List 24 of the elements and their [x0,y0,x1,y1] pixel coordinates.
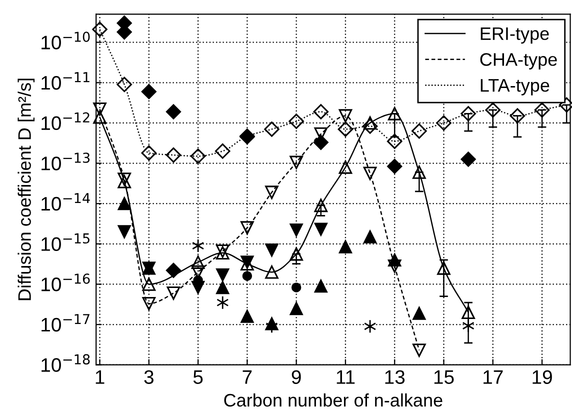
x-tick-label: 3 [144,370,154,384]
y-tick-label: 10$^{−11}$ [42,72,90,90]
legend-label: LTA-type [480,79,550,96]
y-tick-label: 10$^{−12}$ [42,112,90,130]
y-axis-title: Diffusion coefficient D [m²/s] [18,78,35,300]
y-tick-label: 10$^{−14}$ [42,193,90,211]
x-tick-label: 19 [532,370,552,384]
y-tick-label: 10$^{−13}$ [42,152,90,170]
legend-label: ERI-type [480,27,549,44]
x-tick-label: 15 [434,370,454,384]
x-axis-title: Carbon number of n-alkane [224,393,442,407]
x-tick-label: 13 [385,370,405,384]
x-tick-label: 5 [193,370,203,384]
y-tick-label: 10$^{−18}$ [42,354,90,372]
y-tick-label: 10$^{−17}$ [42,314,90,332]
legend-label: CHA-type [480,53,557,70]
y-tick-label: 10$^{−10}$ [42,32,90,50]
x-tick-label: 11 [336,370,355,384]
x-tick-label: 7 [242,370,252,384]
x-tick-label: 17 [484,370,503,384]
y-tick-label: 10$^{−16}$ [42,274,90,292]
x-tick-label: 1 [96,370,104,384]
y-tick-label: 10$^{−15}$ [42,233,90,251]
x-tick-label: 9 [292,370,301,384]
